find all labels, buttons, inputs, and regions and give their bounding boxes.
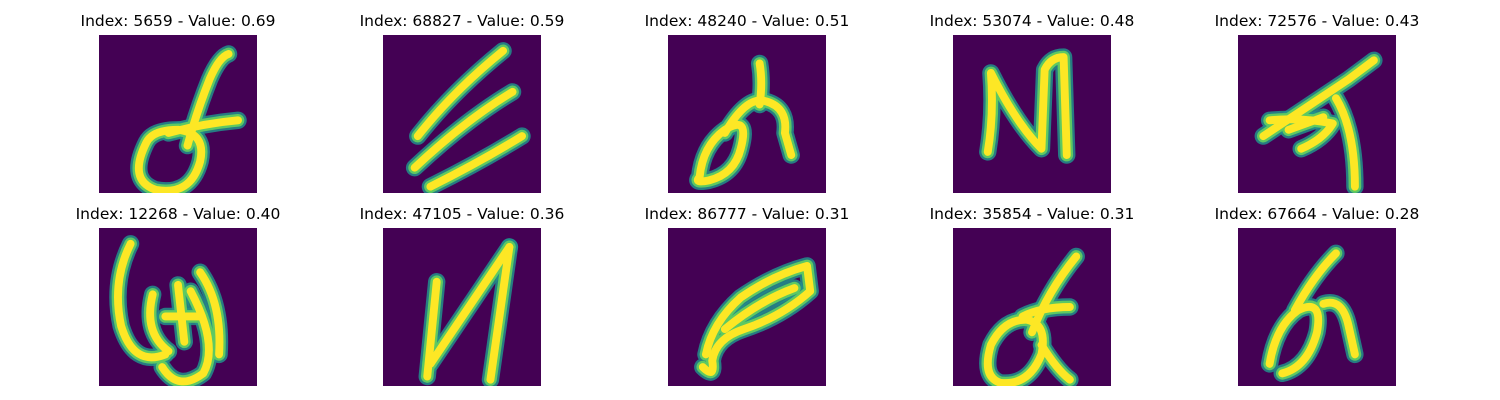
panel-title: Index: 68827 - Value: 0.59 (359, 12, 565, 30)
glyph-stroke (693, 121, 748, 186)
glyph-stroke (983, 315, 1047, 386)
glyph-stroke (983, 53, 1071, 160)
glyph-stroke (720, 96, 796, 160)
grid-cell: Index: 72576 - Value: 0.43 (1177, 0, 1457, 400)
panel-title: Index: 67664 - Value: 0.28 (1214, 205, 1420, 223)
glyph-stroke (720, 284, 799, 334)
panel-title: Index: 53074 - Value: 0.48 (929, 12, 1135, 30)
grid-cell: Index: 67664 - Value: 0.28 (1177, 0, 1457, 400)
tilted-loop-icon (668, 228, 826, 386)
glyph-stroke (486, 243, 514, 384)
grid-cell: Index: 48240 - Value: 0.51 (607, 0, 887, 400)
grid-cell: Index: 68827 - Value: 0.59 (322, 0, 602, 400)
grid-cell: Index: 47105 - Value: 0.36 (322, 0, 602, 400)
glyph-stroke (164, 116, 242, 137)
glyph-stroke (413, 46, 508, 141)
panel-title: Index: 35854 - Value: 0.31 (929, 205, 1135, 223)
glyph-stroke (1290, 249, 1340, 315)
thumbnail-background (953, 35, 1111, 193)
panel-title: Index: 12268 - Value: 0.40 (75, 205, 281, 223)
glyph-stroke (410, 87, 517, 172)
grid-cell: Index: 53074 - Value: 0.48 (892, 0, 1172, 400)
glyph-stroke (196, 268, 224, 359)
slanted-loop-icon (1238, 228, 1396, 386)
glyph-stroke (146, 290, 173, 356)
glyph-stroke (1259, 56, 1378, 141)
n-shape-icon (953, 35, 1111, 193)
glyph-stroke (114, 239, 170, 362)
loop-cross-icon (99, 35, 257, 193)
glyph-stroke (1319, 298, 1359, 359)
glyph-stroke (1332, 94, 1359, 191)
glyph-stroke (755, 59, 766, 109)
thin-n-shape-icon (383, 228, 541, 386)
panel-title: Index: 5659 - Value: 0.69 (80, 12, 276, 30)
grid-cell: Index: 35854 - Value: 0.31 (892, 0, 1172, 400)
glyph-stroke (426, 243, 514, 368)
grid-cell: Index: 12268 - Value: 0.40 (38, 0, 318, 400)
curly-loops-icon (99, 228, 257, 386)
arrow-blob-icon (1238, 35, 1396, 193)
panel-title: Index: 86777 - Value: 0.31 (644, 205, 850, 223)
glyph-stroke (1037, 340, 1074, 384)
glyph-stroke (426, 132, 526, 191)
glyph-stroke (1284, 113, 1328, 134)
grid-cell: Index: 5659 - Value: 0.69 (38, 0, 318, 400)
glyph-stroke (1018, 303, 1074, 321)
loop-hook-icon (668, 35, 826, 193)
triple-stroke-icon (383, 35, 541, 193)
glyph-stroke (158, 287, 213, 386)
panel-title: Index: 47105 - Value: 0.36 (359, 205, 565, 223)
grid-cell: Index: 86777 - Value: 0.31 (607, 0, 887, 400)
glyph-stroke (1028, 252, 1081, 337)
glyph-stroke (1265, 115, 1337, 153)
panel-title: Index: 48240 - Value: 0.51 (644, 12, 850, 30)
glyph-stroke (698, 261, 815, 376)
glyph-stroke (1265, 302, 1323, 378)
panel-title: Index: 72576 - Value: 0.43 (1214, 12, 1420, 30)
loop-tail-icon (953, 228, 1111, 386)
